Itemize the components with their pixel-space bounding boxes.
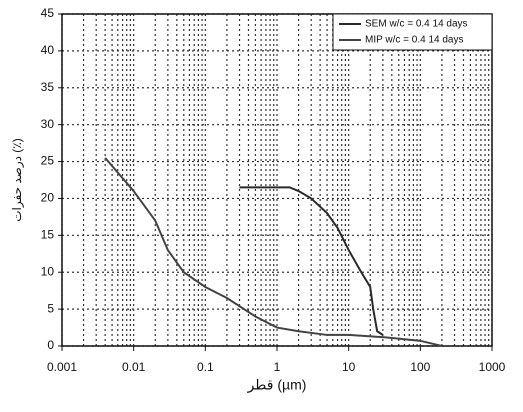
y-tick-label: 35 (41, 80, 55, 94)
y-axis-label: درصد حفرات (٪) (10, 138, 24, 221)
x-tick-label: 10 (342, 360, 356, 374)
x-tick-label: 0.001 (47, 360, 77, 374)
y-tick-label: 25 (41, 154, 55, 168)
x-tick-label: 0.01 (122, 360, 146, 374)
y-tick-label: 10 (41, 264, 55, 278)
legend-label: MIP w/c = 0.4 14 days (365, 35, 463, 46)
series-line (104, 157, 443, 347)
x-tick-label: 1 (274, 360, 281, 374)
x-axis-label: قطر (µm) (247, 377, 307, 394)
series-line (239, 186, 384, 336)
y-tick-label: 0 (47, 338, 54, 352)
y-tick-label: 5 (47, 301, 54, 315)
x-tick-label: 1000 (479, 360, 506, 374)
x-tick-label: 0.1 (197, 360, 214, 374)
legend-box (332, 13, 493, 51)
y-tick-label: 45 (41, 6, 55, 20)
plot-frame (61, 13, 493, 347)
y-tick-label: 30 (41, 117, 55, 131)
y-tick-label: 15 (41, 228, 55, 242)
x-tick-label: 100 (410, 360, 430, 374)
y-tick-label: 40 (41, 43, 55, 57)
legend-label: SEM w/c = 0.4 14 days (365, 19, 468, 30)
y-tick-label: 20 (41, 191, 55, 205)
